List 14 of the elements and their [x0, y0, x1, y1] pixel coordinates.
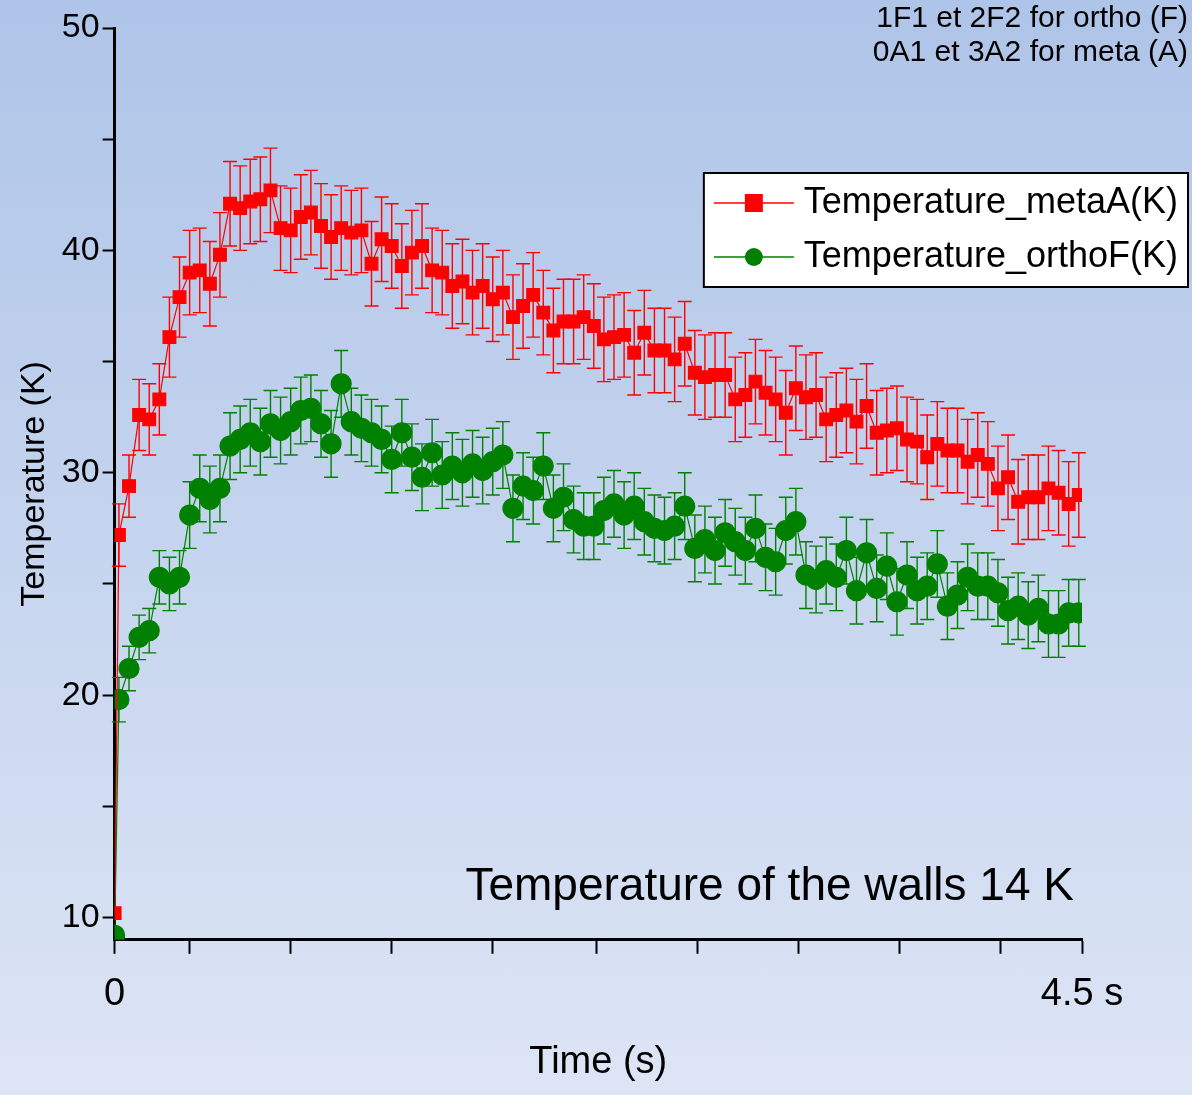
x-tick-label: 4.5 s [1040, 971, 1124, 1014]
y-tick-label: 10 [61, 895, 100, 934]
y-tick-label: 30 [61, 451, 100, 490]
annotation: 1F1 et 2F2 for ortho (F) [876, 0, 1188, 34]
annotation: 0A1 et 3A2 for meta (A) [872, 34, 1188, 68]
annotation: Temperature of the walls 14 K [465, 857, 1075, 910]
y-axis-title: Temperature (K) [12, 361, 51, 607]
x-axis-title: Time (s) [529, 1038, 668, 1081]
x-tick-label: 0 [104, 971, 126, 1014]
legend-label: Temperature_metaA(K) [803, 179, 1179, 221]
y-tick-label: 50 [61, 6, 100, 45]
y-tick-label: 20 [61, 673, 100, 712]
legend-label: Temperature_orthoF(K) [803, 233, 1179, 275]
y-tick-label: 40 [61, 228, 100, 267]
